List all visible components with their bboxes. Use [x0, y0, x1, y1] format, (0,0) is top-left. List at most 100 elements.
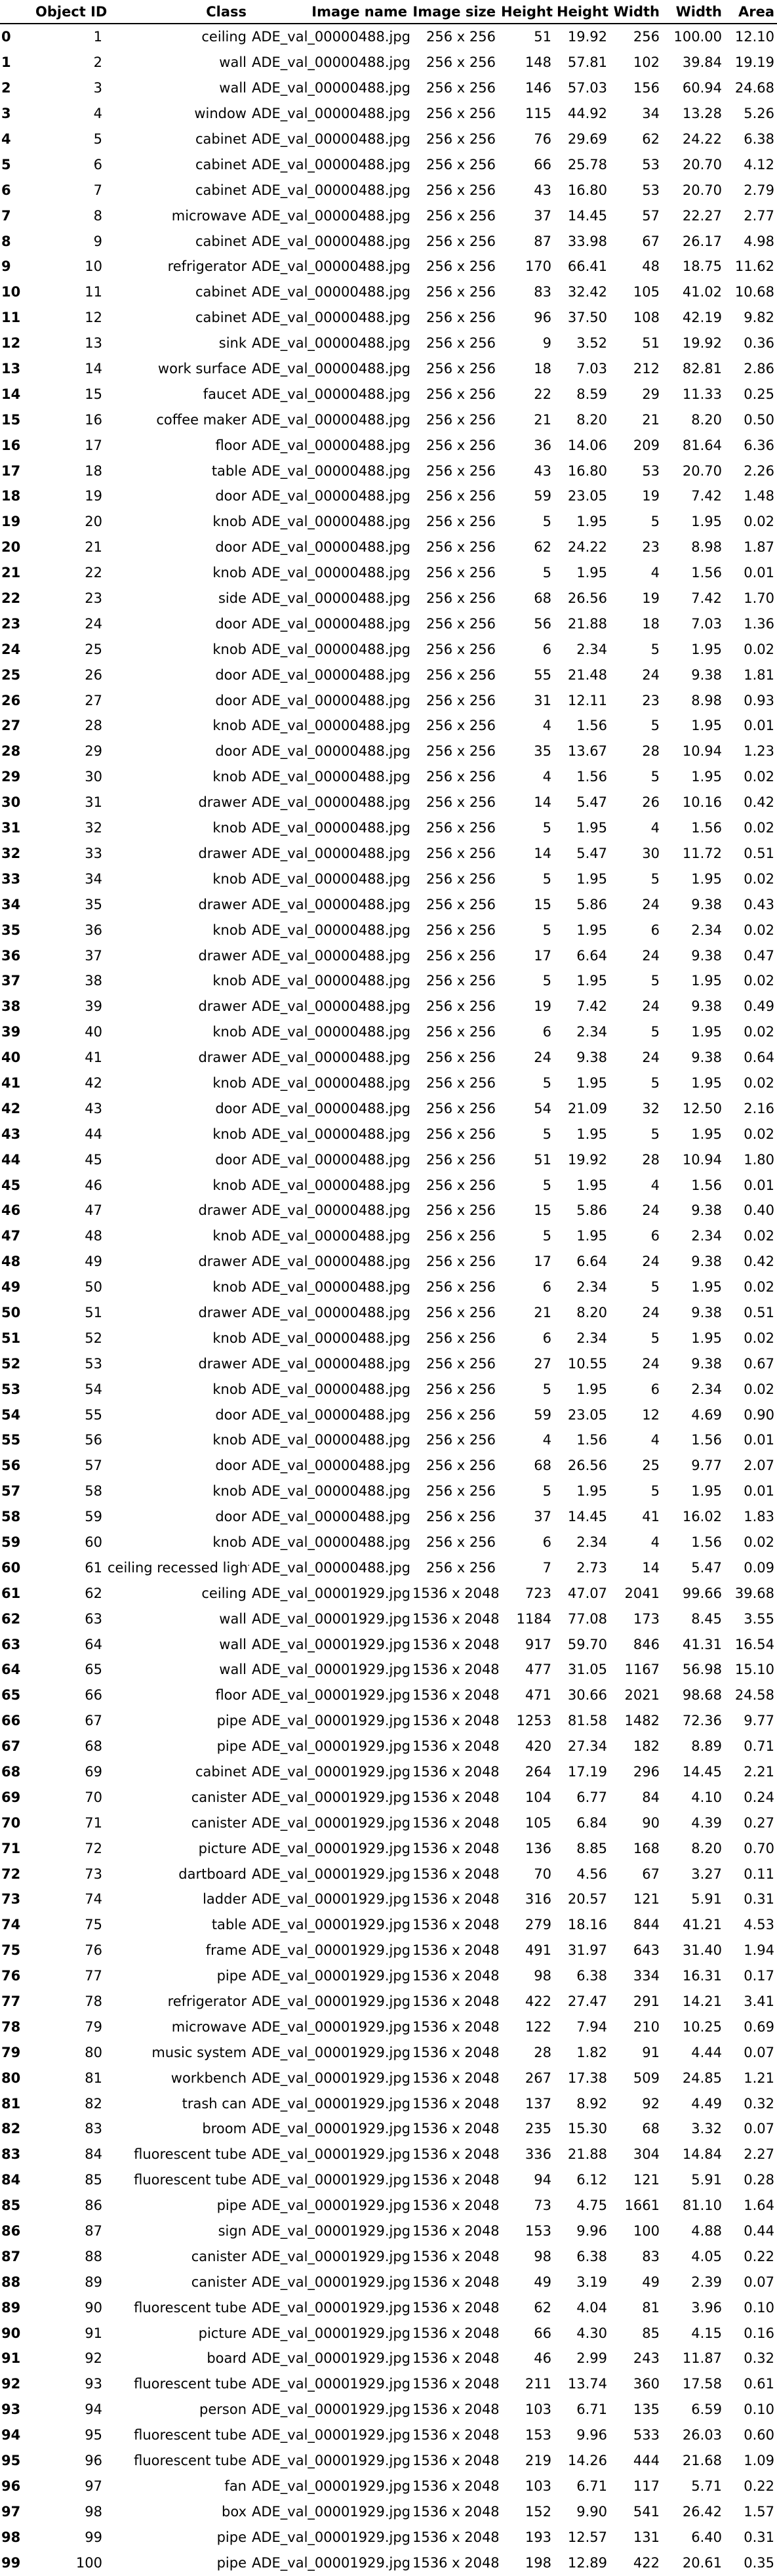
cell-width-px: 6 — [650, 1381, 660, 1397]
cell-height-px: 98 — [534, 2248, 551, 2264]
table-row: 23 24 door ADE_val_00000488.jpg 256 x 256 56 2… — [0, 611, 777, 636]
cell-width-pct: 14.45 — [682, 1764, 722, 1780]
cell-image-size: 1536 x 2048 — [412, 1585, 498, 1601]
cell-width-pct: 8.20 — [691, 1840, 722, 1856]
cell-object-id: 3 — [93, 80, 102, 96]
cell-image-size: 1536 x 2048 — [412, 2350, 498, 2367]
row-index: 55 — [1, 1432, 21, 1448]
row-index: 16 — [1, 437, 21, 453]
cell-image-name: ADE_val_00001929.jpg — [252, 1687, 410, 1704]
cell-class: canister — [191, 1814, 247, 1831]
cell-image-size: 1536 x 2048 — [412, 2223, 498, 2239]
cell-class: canister — [191, 1789, 247, 1805]
cell-object-id: 43 — [85, 1100, 102, 1116]
cell-image-name: ADE_val_00000488.jpg — [252, 54, 410, 71]
cell-area: 12.10 — [734, 29, 774, 45]
cell-area: 11.62 — [734, 258, 774, 275]
table-row: 36 37 drawer ADE_val_00000488.jpg 256 x 256 1… — [0, 943, 777, 968]
cell-height-px: 198 — [525, 2554, 551, 2571]
table-row: 93 94 person ADE_val_00001929.jpg 1536 x 204… — [0, 2397, 777, 2423]
cell-height-px: 316 — [525, 1891, 551, 1908]
cell-image-name: ADE_val_00001929.jpg — [252, 2018, 410, 2035]
cell-height-px: 70 — [534, 1866, 551, 1882]
cell-object-id: 54 — [85, 1381, 102, 1397]
cell-class: music system — [151, 2044, 247, 2060]
cell-height-pct: 3.52 — [576, 335, 607, 352]
cell-height-px: 94 — [534, 2172, 551, 2188]
cell-height-pct: 14.45 — [567, 207, 607, 224]
cell-width-pct: 3.27 — [691, 1866, 722, 1882]
cell-height-px: 153 — [525, 2427, 551, 2443]
cell-width-pct: 9.38 — [691, 1304, 722, 1320]
cell-height-px: 31 — [534, 692, 551, 708]
table-row: 73 74 ladder ADE_val_00001929.jpg 1536 x 204… — [0, 1887, 777, 1912]
cell-width-pct: 4.15 — [691, 2325, 722, 2341]
cell-class: canister — [191, 2248, 247, 2264]
cell-height-pct: 26.56 — [567, 1458, 607, 1474]
cell-width-pct: 4.69 — [691, 1406, 722, 1423]
cell-height-pct: 2.34 — [576, 1279, 607, 1296]
table-row: 63 64 wall ADE_val_00001929.jpg 1536 x 2048 9… — [0, 1631, 777, 1657]
table-row: 66 67 pipe ADE_val_00001929.jpg 1536 x 2048 1… — [0, 1708, 777, 1734]
row-index: 39 — [1, 1024, 21, 1040]
cell-class: door — [215, 692, 247, 708]
cell-image-name: ADE_val_00000488.jpg — [252, 998, 410, 1015]
cell-class: cabinet — [195, 182, 247, 198]
cell-height-pct: 2.34 — [576, 641, 607, 657]
row-index: 46 — [1, 1202, 21, 1219]
cell-width-px: 256 — [633, 29, 660, 45]
row-index: 43 — [1, 1126, 21, 1142]
cell-image-size: 1536 x 2048 — [412, 2402, 498, 2418]
cell-width-px: 28 — [642, 743, 660, 760]
cell-image-name: ADE_val_00000488.jpg — [252, 820, 410, 836]
cell-image-name: ADE_val_00001929.jpg — [252, 2095, 410, 2112]
cell-object-id: 51 — [85, 1304, 102, 1320]
cell-area: 1.80 — [744, 1151, 774, 1168]
cell-width-px: 844 — [633, 1917, 660, 1933]
table-row: 45 46 knob ADE_val_00000488.jpg 256 x 256 5 1.… — [0, 1172, 777, 1198]
cell-height-px: 7 — [542, 1559, 551, 1576]
cell-area: 10.68 — [734, 284, 774, 300]
cell-image-name: ADE_val_00000488.jpg — [252, 1074, 410, 1091]
row-index: 11 — [1, 310, 21, 326]
table-row: 42 43 door ADE_val_00000488.jpg 256 x 256 54 2… — [0, 1095, 777, 1121]
cell-object-id: 14 — [85, 361, 102, 377]
cell-image-name: ADE_val_00000488.jpg — [252, 973, 410, 989]
header-height-px: Height — [498, 0, 554, 24]
cell-width-px: 85 — [642, 2325, 660, 2341]
cell-object-id: 16 — [85, 411, 102, 428]
cell-image-size: 1536 x 2048 — [412, 2427, 498, 2443]
cell-width-px: 24 — [642, 998, 660, 1015]
cell-image-name: ADE_val_00001929.jpg — [252, 1814, 410, 1831]
cell-width-px: 5 — [650, 641, 660, 657]
cell-height-px: 336 — [525, 2146, 551, 2163]
cell-class: knob — [212, 1432, 247, 1448]
cell-image-name: ADE_val_00001929.jpg — [252, 2402, 410, 2418]
cell-object-id: 65 — [85, 1662, 102, 1678]
cell-height-pct: 12.57 — [567, 2529, 607, 2545]
cell-width-pct: 9.77 — [691, 1458, 722, 1474]
cell-area: 0.02 — [744, 922, 774, 938]
cell-area: 4.12 — [744, 156, 774, 173]
row-index: 25 — [1, 666, 21, 683]
cell-width-pct: 1.56 — [691, 565, 722, 581]
cell-area: 0.02 — [744, 1024, 774, 1040]
table-row: 91 92 board ADE_val_00001929.jpg 1536 x 2048… — [0, 2346, 777, 2371]
cell-height-pct: 57.81 — [567, 54, 607, 71]
cell-image-size: 1536 x 2048 — [412, 1789, 498, 1805]
cell-area: 0.43 — [744, 896, 774, 912]
cell-width-pct: 11.33 — [682, 386, 722, 402]
cell-width-px: 209 — [633, 437, 660, 453]
cell-height-pct: 1.95 — [576, 1483, 607, 1500]
cell-height-pct: 29.69 — [567, 131, 607, 147]
cell-image-size: 256 x 256 — [426, 80, 496, 96]
cell-image-name: ADE_val_00000488.jpg — [252, 718, 410, 734]
cell-height-pct: 2.34 — [576, 1330, 607, 1346]
table-row: 5 6 cabinet ADE_val_00000488.jpg 256 x 256 66… — [0, 152, 777, 177]
cell-width-px: 210 — [633, 2018, 660, 2035]
table-row: 13 14 work surface ADE_val_00000488.jpg 256 … — [0, 356, 777, 382]
cell-image-size: 256 x 256 — [426, 1228, 496, 1244]
cell-image-name: ADE_val_00000488.jpg — [252, 1355, 410, 1372]
cell-image-name: ADE_val_00001929.jpg — [252, 2146, 410, 2163]
cell-height-px: 37 — [534, 1509, 551, 1525]
